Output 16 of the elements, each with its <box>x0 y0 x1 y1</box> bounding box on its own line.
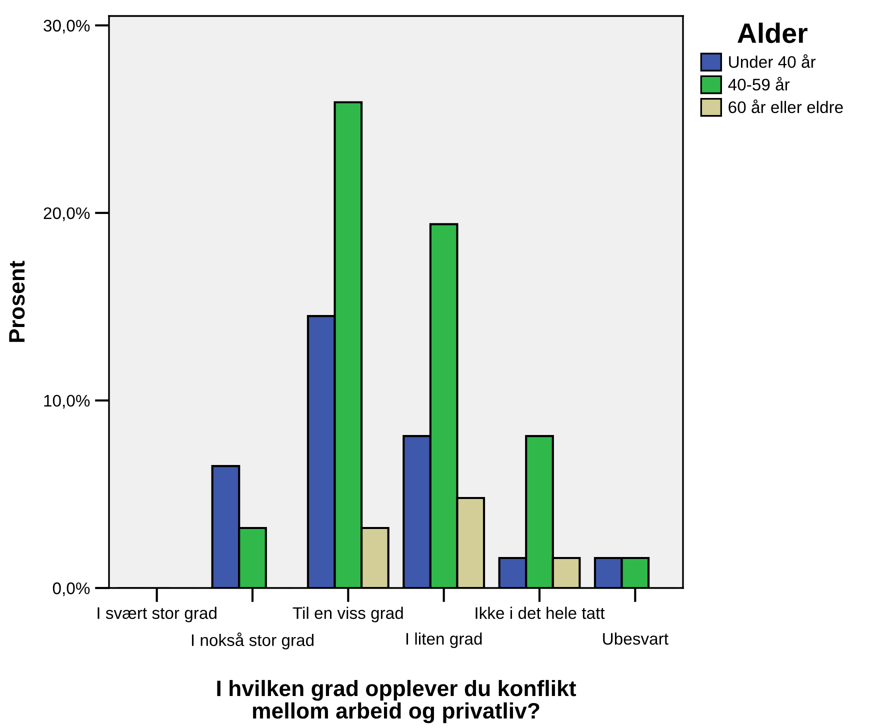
x-tick-label: Ikke i det hele tatt <box>476 606 605 619</box>
x-tick-label: I svært stor grad <box>98 606 216 622</box>
legend-title: Alder <box>738 22 808 44</box>
legend-label: 60 år eller eldre <box>728 100 843 114</box>
x-tick-label: Ubesvart <box>603 632 668 645</box>
y-tick-label: 20,0% <box>44 207 90 222</box>
x-tick-label: I liten grad <box>406 632 482 648</box>
y-axis-title: Prosent <box>9 260 25 342</box>
x-tick-label: Til en viss grad <box>292 606 403 622</box>
legend-label: Under 40 år <box>729 54 816 68</box>
y-tick-label: 30,0% <box>44 20 90 34</box>
x-axis-title: I hvilken grad opplever du konflikt mellom arbeid og privatliv? <box>217 680 576 724</box>
x-tick-label: I nokså stor grad <box>192 632 314 650</box>
legend-label: 40-59 år <box>728 76 790 91</box>
y-tick-label: 0,0% <box>52 582 90 596</box>
y-tick-label: 10,0% <box>44 394 90 409</box>
